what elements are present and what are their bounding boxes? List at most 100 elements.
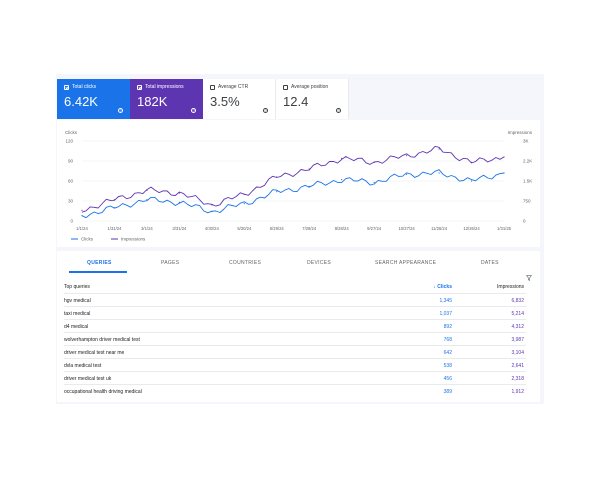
- impressions-series-line: [81, 145, 505, 213]
- help-icon[interactable]: ?: [191, 108, 196, 113]
- impressions-data-point: [406, 155, 408, 157]
- clicks-cell: 538: [443, 363, 452, 369]
- average-position-card[interactable]: Average position 12.4 ?: [276, 79, 349, 119]
- table-row[interactable]: wolverhampton driver medical test 768 3,98…: [64, 332, 526, 345]
- table-row[interactable]: dvla medical test 538 2,641: [64, 358, 526, 371]
- query-cell: driver medical test uk: [64, 376, 112, 382]
- x-tick-label: 9/27/24: [367, 226, 382, 231]
- clicks-data-point: [308, 185, 310, 187]
- impressions-cell: 3,987: [511, 337, 524, 343]
- tab-queries[interactable]: QUERIES: [87, 260, 112, 266]
- active-tab-indicator: [69, 271, 127, 273]
- impressions-cell: 5,214: [511, 311, 524, 317]
- left-axis-title: Clicks: [65, 130, 78, 135]
- filter-icon[interactable]: [526, 275, 532, 281]
- impressions-cell: 6,832: [511, 298, 524, 304]
- performance-chart-panel: Clicks Impressions 120 3K 90 2.2K 60 1.5K 30 750 0…: [57, 120, 540, 247]
- query-cell: dvla medical test: [64, 363, 102, 369]
- clicks-cell: 642: [443, 350, 452, 356]
- impressions-data-point: [503, 156, 505, 158]
- tab-search-appearance[interactable]: SEARCH APPEARANCE: [375, 260, 437, 266]
- clicks-cell: 892: [443, 324, 452, 330]
- impressions-checkbox-icon[interactable]: [137, 84, 142, 90]
- average-position-value: 12.4: [283, 94, 309, 109]
- clicks-data-point: [341, 179, 343, 181]
- x-tick-label: 1/31/24: [107, 226, 122, 231]
- x-tick-label: 10/27/24: [398, 226, 415, 231]
- total-clicks-value: 6.42K: [64, 94, 98, 109]
- clicks-data-point: [113, 207, 116, 209]
- clicks-column-header[interactable]: ↓ Clicks: [433, 284, 452, 290]
- tab-countries[interactable]: COUNTRIES: [229, 260, 262, 266]
- right-tick-label: 1.5K: [523, 179, 532, 184]
- average-ctr-card[interactable]: Average CTR 3.5% ?: [203, 79, 276, 119]
- impressions-cell: 4,312: [511, 324, 524, 330]
- table-row[interactable]: occupational health driving medical 389 1,…: [64, 384, 526, 397]
- right-tick-label: 750: [523, 199, 531, 204]
- right-tick-label: 0: [523, 219, 526, 224]
- clicks-data-point: [211, 211, 213, 213]
- table-row[interactable]: d4 medical 892 4,312: [64, 319, 526, 332]
- query-cell: hgv medical: [64, 298, 91, 304]
- average-ctr-value: 3.5%: [210, 94, 240, 109]
- help-icon[interactable]: ?: [336, 108, 341, 113]
- position-checkbox-icon[interactable]: [283, 84, 288, 90]
- tab-devices[interactable]: DEVICES: [307, 260, 332, 266]
- clicks-cell: 768: [443, 337, 452, 343]
- clicks-cell: 389: [443, 389, 452, 395]
- help-icon[interactable]: ?: [118, 108, 123, 113]
- right-tick-label: 2.2K: [523, 159, 532, 164]
- clicks-data-point: [81, 215, 83, 217]
- x-tick-label: 3/1/24: [141, 226, 153, 231]
- total-clicks-label: Total clicks: [72, 84, 97, 90]
- impressions-data-point: [146, 189, 148, 191]
- clicks-data-point: [178, 201, 180, 203]
- ctr-checkbox-icon[interactable]: [210, 84, 215, 90]
- table-row[interactable]: taxi medical 1,037 5,214: [64, 306, 526, 319]
- metric-cards: Total clicks 6.42K ? Total impressions 1…: [57, 79, 349, 119]
- clicks-cell: 456: [443, 376, 452, 382]
- table-row[interactable]: hgv medical 1,345 6,832: [64, 293, 526, 306]
- clicks-cell: 1,345: [439, 298, 452, 304]
- x-tick-label: 3/31/24: [172, 226, 187, 231]
- impressions-data-point: [276, 176, 278, 178]
- left-tick-label: 0: [70, 219, 73, 224]
- clicks-data-point: [438, 172, 440, 174]
- clicks-data-point: [470, 180, 473, 182]
- total-impressions-label: Total impressions: [145, 84, 184, 90]
- tab-pages[interactable]: PAGES: [161, 260, 180, 266]
- impressions-data-point: [211, 204, 213, 206]
- impressions-data-point: [81, 209, 83, 211]
- clicks-data-point: [373, 181, 375, 183]
- query-cell: wolverhampton driver medical test: [64, 337, 140, 343]
- impressions-data-point: [470, 161, 473, 163]
- clicks-data-point: [406, 173, 408, 175]
- x-tick-label: 1/31/25: [497, 226, 512, 231]
- queries-table-panel: QUERIES PAGES COUNTRIES DEVICES SEARCH A…: [57, 251, 540, 402]
- help-icon[interactable]: ?: [263, 108, 268, 113]
- impressions-cell: 1,912: [511, 389, 524, 395]
- clicks-data-point: [503, 172, 505, 174]
- impressions-cell: 3,104: [511, 350, 524, 356]
- clicks-checkbox-icon[interactable]: [64, 84, 69, 90]
- left-tick-label: 60: [68, 179, 74, 184]
- total-impressions-card[interactable]: Total impressions 182K ?: [130, 79, 203, 119]
- table-row[interactable]: driver medical test uk 456 2,318: [64, 371, 526, 384]
- impressions-cell: 2,318: [511, 376, 524, 382]
- right-axis-title: Impressions: [508, 130, 533, 135]
- legend-label: Clicks: [81, 237, 94, 242]
- tab-dates[interactable]: DATES: [481, 260, 499, 266]
- query-cell: d4 medical: [64, 324, 89, 330]
- impressions-column-header[interactable]: Impressions: [497, 284, 524, 290]
- impressions-data-point: [113, 199, 116, 201]
- left-tick-label: 90: [68, 159, 74, 164]
- sort-down-arrow-icon: ↓: [433, 284, 436, 290]
- x-tick-label: 1/1/24: [76, 226, 88, 231]
- query-cell: occupational health driving medical: [64, 389, 142, 395]
- performance-chart: Clicks Impressions 120 3K 90 2.2K 60 1.5K 30 750 0…: [65, 130, 533, 242]
- total-clicks-card[interactable]: Total clicks 6.42K ?: [57, 79, 130, 119]
- report-tabs: QUERIES PAGES COUNTRIES DEVICES SEARCH A…: [57, 251, 540, 275]
- total-impressions-value: 182K: [137, 94, 168, 109]
- table-row[interactable]: driver medical test near me 642 3,104: [64, 345, 526, 358]
- impressions-data-point: [178, 192, 180, 194]
